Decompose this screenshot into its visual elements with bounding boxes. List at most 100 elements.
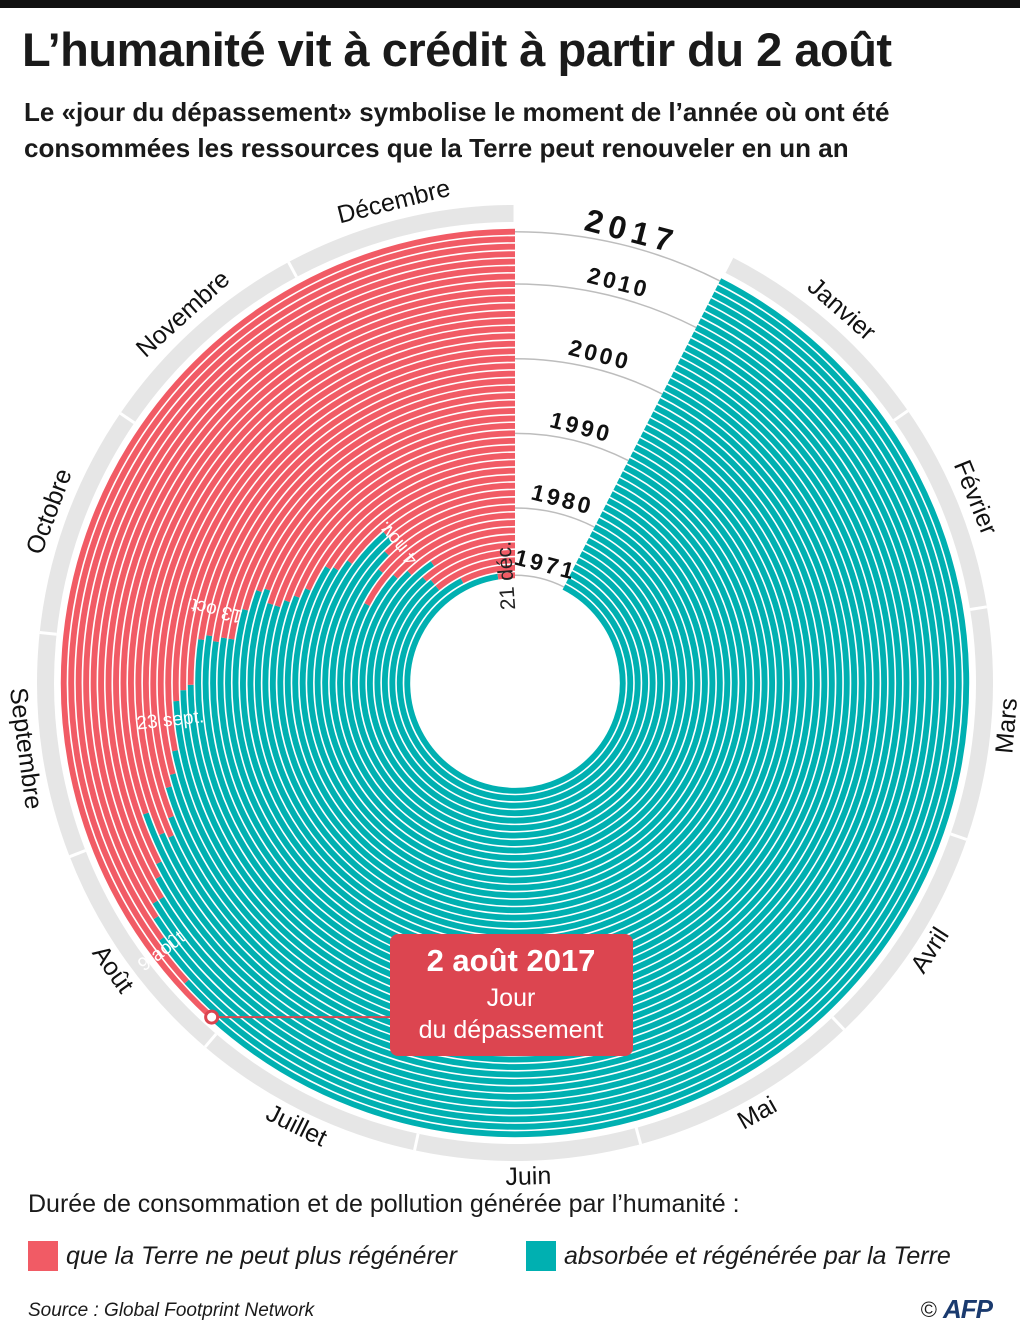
bar-overshoot-1989 (284, 437, 516, 603)
bar-overshoot-1975 (422, 542, 516, 582)
bar-regenerated-2013 (152, 304, 940, 1108)
copyright: © AFP (920, 1294, 993, 1325)
bar-regenerated-2009 (143, 331, 910, 1078)
bar-regenerated-1974 (381, 564, 649, 817)
bar-regenerated-1975 (374, 557, 656, 824)
bar-regenerated-2014 (153, 298, 947, 1115)
bar-overshoot-1988 (294, 445, 516, 598)
bar-overshoot-1973 (435, 557, 516, 591)
month-label-2: Mars (990, 697, 1020, 755)
bar-overshoot-2007 (135, 303, 516, 838)
top-rule (0, 0, 1020, 8)
year-rings (60, 228, 970, 1138)
year-guide-1971 (514, 574, 565, 588)
bar-overshoot-1983 (383, 482, 516, 537)
bar-overshoot-2012 (98, 266, 516, 900)
bar-regenerated-2015 (159, 291, 955, 1123)
bar-regenerated-1999 (195, 398, 835, 1003)
bar-overshoot-1979 (364, 512, 516, 606)
bar-overshoot-1994 (242, 400, 516, 611)
year-guide-1990 (514, 432, 629, 462)
bar-regenerated-2006 (168, 351, 887, 1056)
bar-regenerated-1989 (269, 464, 761, 929)
bar-overshoot-1990 (274, 430, 516, 608)
bar-regenerated-1973 (389, 571, 641, 809)
year-label-1980: 1980 (529, 479, 597, 520)
bar-overshoot-2001 (180, 348, 516, 691)
legend-swatch-regenerated (526, 1241, 556, 1271)
bar-regenerated-2011 (155, 318, 925, 1093)
bar-overshoot-2000 (187, 355, 516, 685)
bar-overshoot-2015 (75, 243, 516, 941)
bar-regenerated-2012 (158, 311, 932, 1100)
bar-regenerated-1983 (314, 504, 716, 884)
bar-overshoot-2016 (68, 236, 516, 984)
overshoot-callout: 2 août 2017 Jour du dépassement (204, 934, 633, 1056)
bar-overshoot-2002 (172, 340, 516, 702)
bar-regenerated-1998 (202, 404, 828, 996)
bar-overshoot-1986 (325, 460, 516, 570)
callout-label-line2: du dépassement (419, 1016, 604, 1044)
bar-overshoot-1972 (460, 564, 516, 584)
chart-title: L’humanité vit à crédit à partir du 2 ao… (22, 23, 892, 76)
bar-regenerated-1971 (404, 573, 626, 794)
legend-item-regenerated: absorbée et régénérée par la Terre (526, 1240, 951, 1272)
copyright-symbol: © (920, 1296, 937, 1322)
year-label-2010: 2010 (585, 262, 653, 303)
bar-overshoot-1993 (256, 408, 516, 593)
bar-regenerated-2017 (209, 278, 970, 1138)
year-label-2000: 2000 (566, 334, 634, 375)
afp-logo: AFP (943, 1294, 993, 1324)
bar-regenerated-1980 (337, 524, 693, 861)
year-guide-1980 (514, 507, 595, 528)
month-divider (634, 1127, 643, 1145)
bar-overshoot-1995 (228, 393, 516, 640)
month-ring-band (37, 205, 993, 1161)
month-divider (39, 630, 57, 636)
bar-overshoot-2010 (113, 281, 516, 865)
bar-regenerated-1976 (366, 551, 664, 832)
bar-regenerated-1991 (254, 451, 776, 943)
legend-item-overshoot: que la Terre ne peut plus régénérer (28, 1240, 457, 1272)
year-guide-2000 (514, 357, 663, 395)
year-guides (514, 230, 721, 588)
bar-regenerated-2003 (172, 371, 865, 1033)
month-divider (969, 605, 988, 611)
radial-chart: 197119801990200020102017JanvierFévrierMa… (4, 174, 1020, 1190)
bar-regenerated-2010 (156, 324, 917, 1085)
bar-regenerated-1995 (225, 424, 805, 973)
month-divider (893, 409, 909, 422)
bar-overshoot-1978 (393, 520, 516, 579)
year-guide-2010 (514, 283, 697, 329)
bar-regenerated-1992 (247, 444, 783, 951)
month-divider (413, 1133, 420, 1151)
legend-swatch-overshoot (28, 1241, 58, 1271)
bar-regenerated-1978 (352, 537, 678, 846)
bar-overshoot-2014 (83, 251, 516, 920)
bar-regenerated-1988 (277, 471, 753, 921)
month-divider (119, 412, 136, 425)
month-label-5: Juin (505, 1162, 552, 1190)
bar-overshoot-1980 (378, 505, 516, 573)
bar-overshoot-2011 (105, 273, 516, 879)
bar-regenerated-1996 (217, 418, 813, 981)
month-ring (37, 205, 993, 1161)
legend-label-overshoot: que la Terre ne peut plus régénérer (66, 1241, 458, 1270)
year-label-1971: 1971 (512, 544, 580, 585)
bar-regenerated-1990 (262, 457, 768, 936)
month-divider (831, 1016, 846, 1031)
year-label-2017: 2017 (581, 202, 682, 261)
bar-overshoot-1999 (198, 363, 516, 640)
legend-heading: Durée de consommation et de pollution gé… (28, 1190, 740, 1218)
date-annotation-0: 21 déc. (492, 540, 520, 610)
month-divider (69, 849, 87, 859)
bar-regenerated-2008 (159, 338, 902, 1070)
bar-regenerated-1984 (307, 497, 723, 891)
bar-regenerated-2001 (180, 384, 850, 1018)
bar-regenerated-1972 (396, 577, 634, 802)
bar-regenerated-2002 (173, 378, 858, 1026)
callout-box (390, 934, 633, 1056)
month-divider (722, 256, 734, 273)
source-note: Source : Global Footprint Network (28, 1300, 315, 1321)
legend-label-regenerated: absorbée et régénérée par la Terre (564, 1241, 951, 1270)
